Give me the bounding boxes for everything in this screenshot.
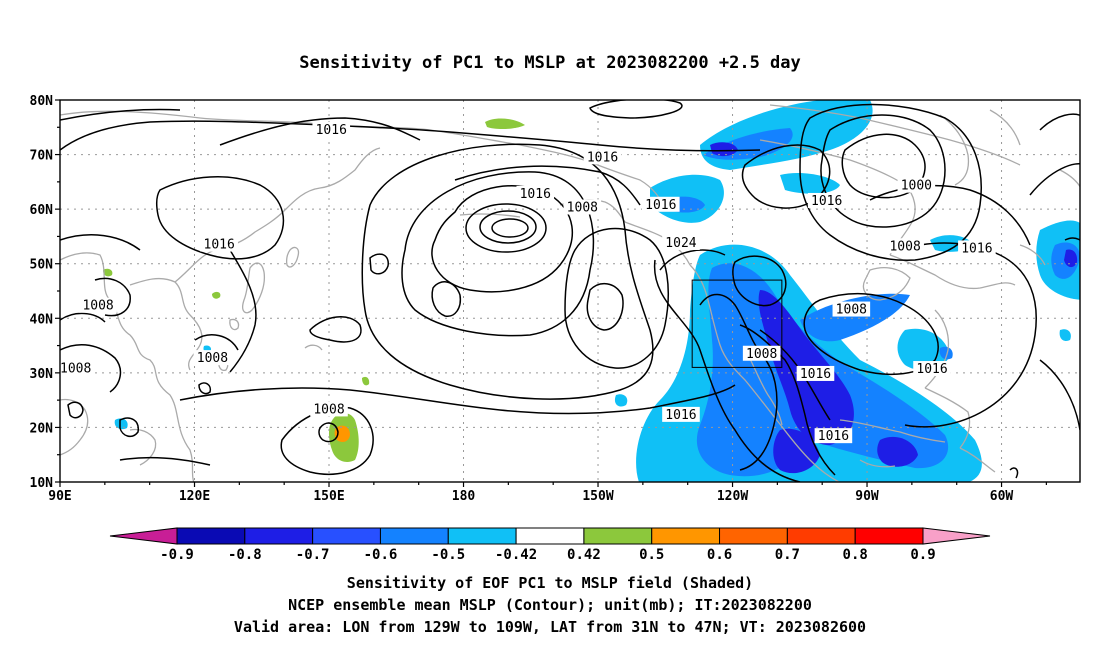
colorbar-swatch xyxy=(854,527,924,545)
lon-label: 90W xyxy=(855,489,879,504)
caption-line: NCEP ensemble mean MSLP (Contour); unit(… xyxy=(288,596,812,614)
longitude-labels: 90E 120E 150E 180 150W 120W 90W 60W xyxy=(48,489,1013,504)
colorbar-min-arrow xyxy=(109,527,178,545)
caption-line: Valid area: LON from 129W to 109W, LAT f… xyxy=(234,618,866,636)
colorbar-swatch xyxy=(651,527,721,545)
caption-line: Sensitivity of EOF PC1 to MSLP field (Sh… xyxy=(347,574,753,592)
lat-label: 80N xyxy=(30,94,54,109)
colorbar-label: -0.8 xyxy=(228,547,262,563)
lon-label: 60W xyxy=(990,489,1014,504)
contour-label-bg xyxy=(60,360,95,376)
contour-label-bg xyxy=(312,122,351,138)
contour-label: 1016 xyxy=(961,241,992,256)
contour-label: 1016 xyxy=(316,123,347,138)
contour-label: 1000 xyxy=(901,179,932,194)
contour-label-bg xyxy=(796,365,835,381)
colorbar-label: 0.8 xyxy=(843,547,868,563)
lon-label: 150W xyxy=(582,489,613,504)
contour-label: 1016 xyxy=(665,408,696,423)
contour-label-bg xyxy=(958,240,996,256)
contour-label-bg xyxy=(641,196,680,212)
colorbar-label: 0.6 xyxy=(707,547,732,563)
contour-label-bg xyxy=(897,177,936,193)
lat-label: 50N xyxy=(30,258,54,273)
contour-label: 1008 xyxy=(60,361,91,376)
colorbar: -0.9 -0.8 -0.7 -0.6 -0.5 -0.42 0.42 0.5 0.6 0.7 0.… xyxy=(109,527,991,563)
contour-label-bg xyxy=(886,238,924,254)
colorbar-swatch xyxy=(379,527,449,545)
contour-label: 1008 xyxy=(567,201,598,216)
contour-label-bg xyxy=(742,345,781,361)
contour-label-bg xyxy=(913,361,951,377)
contour-label-bg xyxy=(814,428,853,444)
contour-label-bg xyxy=(79,297,117,313)
colorbar-label: -0.42 xyxy=(495,547,537,563)
contour-label-bg xyxy=(662,234,700,250)
caption-lines: Sensitivity of EOF PC1 to MSLP field (Sh… xyxy=(234,574,866,636)
axis-ticks xyxy=(55,99,1047,487)
colorbar-label: -0.9 xyxy=(160,547,194,563)
contour-label-bg xyxy=(200,236,238,252)
contour-label: 1008 xyxy=(746,347,777,362)
contour-label-bg xyxy=(516,185,555,201)
colorbar-swatch xyxy=(719,527,788,545)
contour-labels: 1016 1016 1016 1008 1016 1024 1016 1000 1008 1016… xyxy=(60,122,996,444)
map-title: Sensitivity of PC1 to MSLP at 2023082200… xyxy=(299,53,801,73)
contour-label: 1016 xyxy=(204,238,235,253)
contour-label: 1016 xyxy=(818,429,849,444)
contour-label: 1008 xyxy=(82,299,113,314)
mslp-contours xyxy=(60,100,1080,482)
contour-label: 1016 xyxy=(520,187,551,202)
colorbar-label: 0.9 xyxy=(910,547,935,563)
contour-label: 1008 xyxy=(313,402,344,417)
contour-label-bg xyxy=(193,350,232,366)
contour-label-bg xyxy=(563,199,602,215)
colorbar-label: -0.5 xyxy=(431,547,465,563)
contour-label-bg xyxy=(310,401,348,417)
lat-label: 70N xyxy=(30,149,54,164)
colorbar-label: 0.42 xyxy=(567,547,601,563)
map-gridlines xyxy=(60,100,1080,482)
lat-label: 40N xyxy=(30,312,54,327)
lon-label: 150E xyxy=(313,489,344,504)
colorbar-swatch xyxy=(312,527,381,545)
colorbar-label: 0.7 xyxy=(775,547,800,563)
lon-label: 120E xyxy=(179,489,210,504)
colorbar-swatch xyxy=(583,527,653,545)
lon-label: 120W xyxy=(717,489,748,504)
colorbar-swatch xyxy=(447,527,517,545)
contour-label-bg xyxy=(832,301,871,317)
lon-label: 90E xyxy=(48,489,71,504)
contour-label: 1016 xyxy=(587,150,618,165)
colorbar-swatch xyxy=(176,527,246,545)
contour-label: 1016 xyxy=(800,367,831,382)
contour-label: 1008 xyxy=(889,239,920,254)
contour-label-bg xyxy=(662,406,700,422)
contour-label: 1016 xyxy=(811,194,842,209)
contour-label: 1008 xyxy=(836,303,867,318)
valid-area-box xyxy=(691,279,783,368)
contour-label: 1016 xyxy=(916,362,947,377)
colorbar-swatch xyxy=(786,527,856,545)
latitude-labels: 80N 70N 60N 50N 40N 30N 20N 10N xyxy=(30,94,54,491)
contour-label: 1024 xyxy=(665,236,696,251)
contour-label-bg xyxy=(807,192,846,208)
contour-label: 1016 xyxy=(645,198,676,213)
lat-label: 20N xyxy=(30,421,54,436)
contour-label: 1008 xyxy=(197,351,228,366)
map-area: 1016 1016 1016 1008 1016 1024 1016 1000 1008 1016… xyxy=(60,100,1080,482)
lon-label: 180 xyxy=(452,489,476,504)
colorbar-label: 0.5 xyxy=(639,547,664,563)
lat-label: 60N xyxy=(30,203,54,218)
colorbar-swatch xyxy=(244,527,314,545)
colorbar-max-arrow xyxy=(922,527,991,545)
contour-label-bg xyxy=(583,149,622,165)
lat-label: 30N xyxy=(30,367,54,382)
colorbar-swatch xyxy=(515,527,585,545)
colorbar-label: -0.7 xyxy=(296,547,330,563)
lat-label: 10N xyxy=(30,476,54,491)
colorbar-label: -0.6 xyxy=(364,547,398,563)
